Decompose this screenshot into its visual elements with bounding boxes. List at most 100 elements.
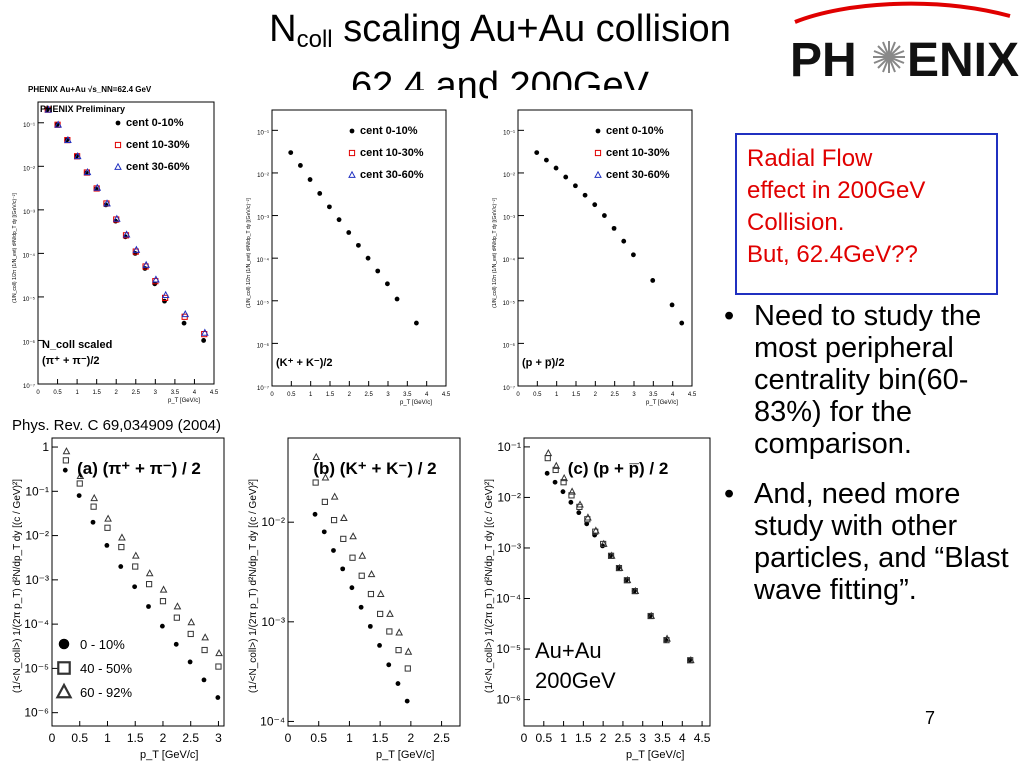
bullet-list: • Need to study the most peripheral centr… bbox=[718, 300, 1018, 624]
data-point bbox=[346, 230, 352, 235]
bullet-glyph: • bbox=[724, 300, 735, 332]
data-point bbox=[321, 529, 327, 535]
x-tick-label: 1.5 bbox=[372, 731, 389, 745]
data-point bbox=[201, 677, 207, 683]
legend-label: cent 30-60% bbox=[606, 169, 670, 181]
y-axis-label: (1/<N_coll>) 1/(2π p_T) d²N/dp_T dy [(c … bbox=[248, 479, 259, 693]
data-point bbox=[582, 192, 588, 198]
particle-label: (π⁺ + π⁻)/2 bbox=[42, 355, 100, 367]
data-point bbox=[132, 584, 138, 590]
legend-label: cent 30-60% bbox=[360, 169, 424, 181]
data-point bbox=[340, 535, 347, 542]
x-tick-label: 3 bbox=[215, 731, 222, 745]
data-point bbox=[367, 590, 375, 598]
x-tick-label: 3.5 bbox=[654, 731, 671, 745]
x-tick-label: 3 bbox=[386, 392, 390, 398]
data-point bbox=[118, 533, 126, 541]
radial-flow-callout: Radial Flow effect in 200GeV Collision. … bbox=[735, 133, 998, 295]
y-tick-label: 10⁻⁵ bbox=[257, 300, 270, 307]
data-point bbox=[93, 183, 102, 191]
data-point bbox=[591, 526, 600, 534]
y-axis-label: (1/N_coll) 1/2π (1/N_evt) d²N/dp_T dy [(… bbox=[246, 198, 252, 308]
reference-citation: Phys. Rev. C 69,034909 (2004) bbox=[12, 417, 222, 434]
y-tick-label: 10⁻⁴ bbox=[260, 714, 285, 728]
legend-marker bbox=[115, 120, 121, 126]
x-tick-label: 1 bbox=[75, 390, 79, 396]
data-point bbox=[62, 467, 68, 473]
data-point bbox=[104, 543, 110, 548]
y-tick-label: 10⁻² bbox=[503, 173, 515, 179]
data-point bbox=[386, 628, 393, 635]
y-tick-label: 10⁻² bbox=[261, 515, 285, 529]
data-point bbox=[73, 152, 82, 160]
x-axis-label: p_T [GeV/c] bbox=[140, 749, 199, 761]
data-point bbox=[162, 298, 167, 304]
y-tick-label: 10⁻⁴ bbox=[496, 592, 521, 606]
x-tick-label: 0.5 bbox=[533, 392, 542, 398]
data-point bbox=[568, 487, 576, 495]
y-tick-label: 10⁻³ bbox=[257, 216, 269, 222]
data-point bbox=[631, 252, 636, 258]
data-point bbox=[90, 519, 96, 525]
y-tick-label: 10⁻¹ bbox=[23, 123, 35, 129]
x-tick-label: 2 bbox=[408, 731, 415, 745]
data-point bbox=[544, 470, 550, 476]
y-tick-label: 10⁻² bbox=[497, 490, 521, 504]
data-series bbox=[62, 467, 221, 700]
y-tick-label: 10⁻³ bbox=[261, 615, 285, 629]
data-point bbox=[340, 566, 346, 572]
x-tick-label: 1 bbox=[555, 392, 559, 398]
x-tick-label: 3 bbox=[154, 390, 158, 396]
x-tick-label: 4 bbox=[671, 392, 675, 398]
data-series bbox=[544, 455, 694, 664]
y-axis-label: (1/<N_coll>) 1/(2π p_T) d²N/dp_T dy [(c … bbox=[484, 479, 495, 693]
data-point bbox=[173, 641, 179, 647]
data-point bbox=[90, 503, 97, 510]
data-point bbox=[122, 230, 131, 238]
data-point bbox=[349, 554, 356, 561]
x-tick-label: 2.5 bbox=[433, 731, 450, 745]
data-point bbox=[615, 563, 624, 571]
particle-label: (a) (π⁺ + π⁻) / 2 bbox=[77, 459, 201, 478]
data-point bbox=[118, 564, 124, 569]
legend-marker bbox=[594, 149, 602, 157]
data-point bbox=[145, 581, 153, 588]
data-point bbox=[623, 575, 632, 584]
x-tick-label: 1 bbox=[346, 731, 353, 745]
data-point bbox=[104, 524, 111, 531]
x-axis-label: p_T [GeV/c] bbox=[626, 749, 685, 761]
x-tick-label: 2 bbox=[115, 390, 119, 396]
data-point bbox=[62, 457, 69, 464]
data-point bbox=[576, 510, 582, 516]
particle-label: (c) (p + p̅) / 2 bbox=[568, 459, 669, 478]
data-point bbox=[187, 618, 196, 626]
x-tick-label: 0 bbox=[49, 731, 56, 745]
data-point bbox=[62, 447, 71, 455]
legend-marker bbox=[55, 682, 73, 699]
x-tick-label: 2.5 bbox=[182, 731, 199, 745]
y-tick-label: 10⁻⁷ bbox=[503, 385, 515, 392]
x-tick-label: 3.5 bbox=[649, 392, 658, 398]
legend-label: 40 - 50% bbox=[80, 661, 132, 676]
legend-marker bbox=[348, 170, 356, 178]
x-tick-label: 0.5 bbox=[287, 392, 296, 398]
y-tick-label: 10⁻⁴ bbox=[503, 257, 516, 264]
data-point bbox=[377, 642, 382, 648]
data-point bbox=[161, 290, 170, 299]
plot-frame bbox=[523, 437, 711, 727]
data-point bbox=[330, 492, 339, 500]
data-point bbox=[563, 174, 569, 180]
plot-frame bbox=[287, 437, 461, 727]
x-tick-label: 0.5 bbox=[535, 731, 552, 745]
x-axis-label: p_T [GeV/c] bbox=[168, 398, 200, 404]
data-point bbox=[552, 461, 561, 469]
plot-frame bbox=[37, 101, 215, 385]
plot-top-kaon: 0 0.5 1 1.5 2 2.5 3 3.5 4 4.5 10⁻¹ 10⁻² 10⁻³ 10⁻⁴ 10⁻⁵… bbox=[242, 90, 460, 416]
data-point bbox=[76, 471, 85, 480]
plot-header: PHENIX Au+Au √s_NN=62.4 GeV bbox=[28, 85, 152, 94]
x-tick-label: 1.5 bbox=[127, 731, 144, 745]
data-point bbox=[215, 663, 222, 670]
x-tick-label: 3 bbox=[639, 731, 646, 745]
data-point bbox=[395, 628, 404, 636]
data-point bbox=[44, 105, 53, 113]
